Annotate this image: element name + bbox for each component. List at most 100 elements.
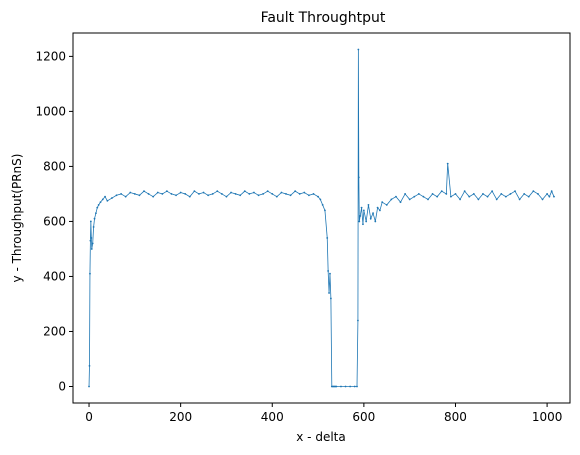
- y-tick-label: 800: [43, 159, 66, 173]
- data-point: [450, 195, 452, 198]
- data-point: [124, 195, 127, 198]
- data-point: [360, 206, 363, 209]
- data-point: [88, 364, 91, 367]
- data-point: [358, 220, 361, 223]
- data-point: [211, 193, 214, 195]
- data-point: [89, 220, 92, 223]
- data-point: [518, 198, 521, 201]
- data-point: [357, 176, 360, 179]
- y-tick-label: 1200: [35, 49, 66, 63]
- data-point: [161, 193, 164, 195]
- data-point: [170, 193, 173, 195]
- x-tick-label: 800: [444, 410, 467, 424]
- data-point: [357, 48, 360, 51]
- data-point: [527, 195, 530, 198]
- data-point: [362, 209, 365, 212]
- data-point: [129, 191, 132, 194]
- data-point: [495, 198, 498, 201]
- data-point: [440, 190, 443, 193]
- data-point: [280, 191, 283, 194]
- data-point: [106, 199, 109, 202]
- data-point: [395, 195, 397, 198]
- data-point: [362, 223, 364, 226]
- data-point: [285, 193, 287, 195]
- data-point: [500, 193, 503, 195]
- y-tick-label: 600: [43, 214, 66, 228]
- data-point: [93, 217, 96, 220]
- data-point: [92, 226, 95, 228]
- data-point: [294, 190, 297, 193]
- data-point: [257, 194, 260, 197]
- data-point: [463, 190, 466, 193]
- data-point: [89, 272, 91, 275]
- data-point: [324, 209, 326, 212]
- x-axis-label: x - delta: [296, 430, 345, 444]
- data-point: [97, 204, 100, 206]
- data-point: [111, 197, 113, 199]
- data-point: [329, 272, 331, 275]
- data-point: [349, 385, 352, 388]
- data-point: [89, 239, 92, 242]
- data-point: [326, 237, 329, 239]
- data-point: [225, 195, 228, 198]
- data-point: [359, 215, 362, 217]
- data-point: [404, 193, 406, 195]
- y-tick-label: 0: [58, 379, 66, 393]
- data-point: [422, 195, 425, 198]
- data-point: [156, 191, 159, 194]
- data-point: [553, 195, 555, 198]
- axes-frame: [72, 32, 571, 404]
- data-point: [303, 191, 306, 194]
- data-point: [417, 193, 420, 195]
- data-point: [289, 194, 292, 197]
- x-tick-label: 600: [352, 410, 375, 424]
- data-point: [179, 191, 182, 194]
- data-point: [207, 194, 210, 197]
- data-point: [446, 162, 449, 165]
- data-point: [220, 193, 223, 195]
- data-point: [376, 206, 379, 209]
- data-point: [385, 204, 388, 206]
- data-point: [357, 319, 359, 322]
- data-point: [166, 190, 168, 193]
- plot-layer: [88, 48, 555, 388]
- data-point: [546, 193, 548, 195]
- data-point: [327, 270, 330, 272]
- x-tick-label: 200: [169, 410, 192, 424]
- data-point: [248, 193, 251, 195]
- data-point: [356, 385, 358, 388]
- data-point: [271, 193, 274, 195]
- data-point: [477, 198, 480, 201]
- data-point: [381, 201, 384, 204]
- data-point: [482, 193, 484, 195]
- data-point: [308, 194, 310, 197]
- data-point: [184, 193, 187, 195]
- data-point: [431, 193, 434, 195]
- data-point: [509, 193, 512, 195]
- data-point: [504, 195, 507, 198]
- data-point: [133, 193, 136, 195]
- data-point: [88, 385, 90, 388]
- data-point: [266, 190, 269, 193]
- data-point: [486, 195, 489, 198]
- data-point: [328, 292, 330, 294]
- data-point: [468, 195, 471, 198]
- data-point: [239, 194, 242, 197]
- data-point: [188, 195, 191, 198]
- x-tick-label: 0: [85, 410, 93, 424]
- data-point: [548, 195, 551, 198]
- data-point: [253, 191, 255, 194]
- data-point: [120, 193, 122, 195]
- data-point: [115, 194, 118, 197]
- data-point: [372, 212, 374, 215]
- data-point: [99, 201, 102, 204]
- data-point: [532, 190, 535, 193]
- data-point: [96, 206, 99, 209]
- data-point: [353, 385, 356, 388]
- data-point: [408, 198, 411, 201]
- data-point: [138, 194, 141, 197]
- data-point: [101, 198, 104, 201]
- data-point: [243, 190, 246, 193]
